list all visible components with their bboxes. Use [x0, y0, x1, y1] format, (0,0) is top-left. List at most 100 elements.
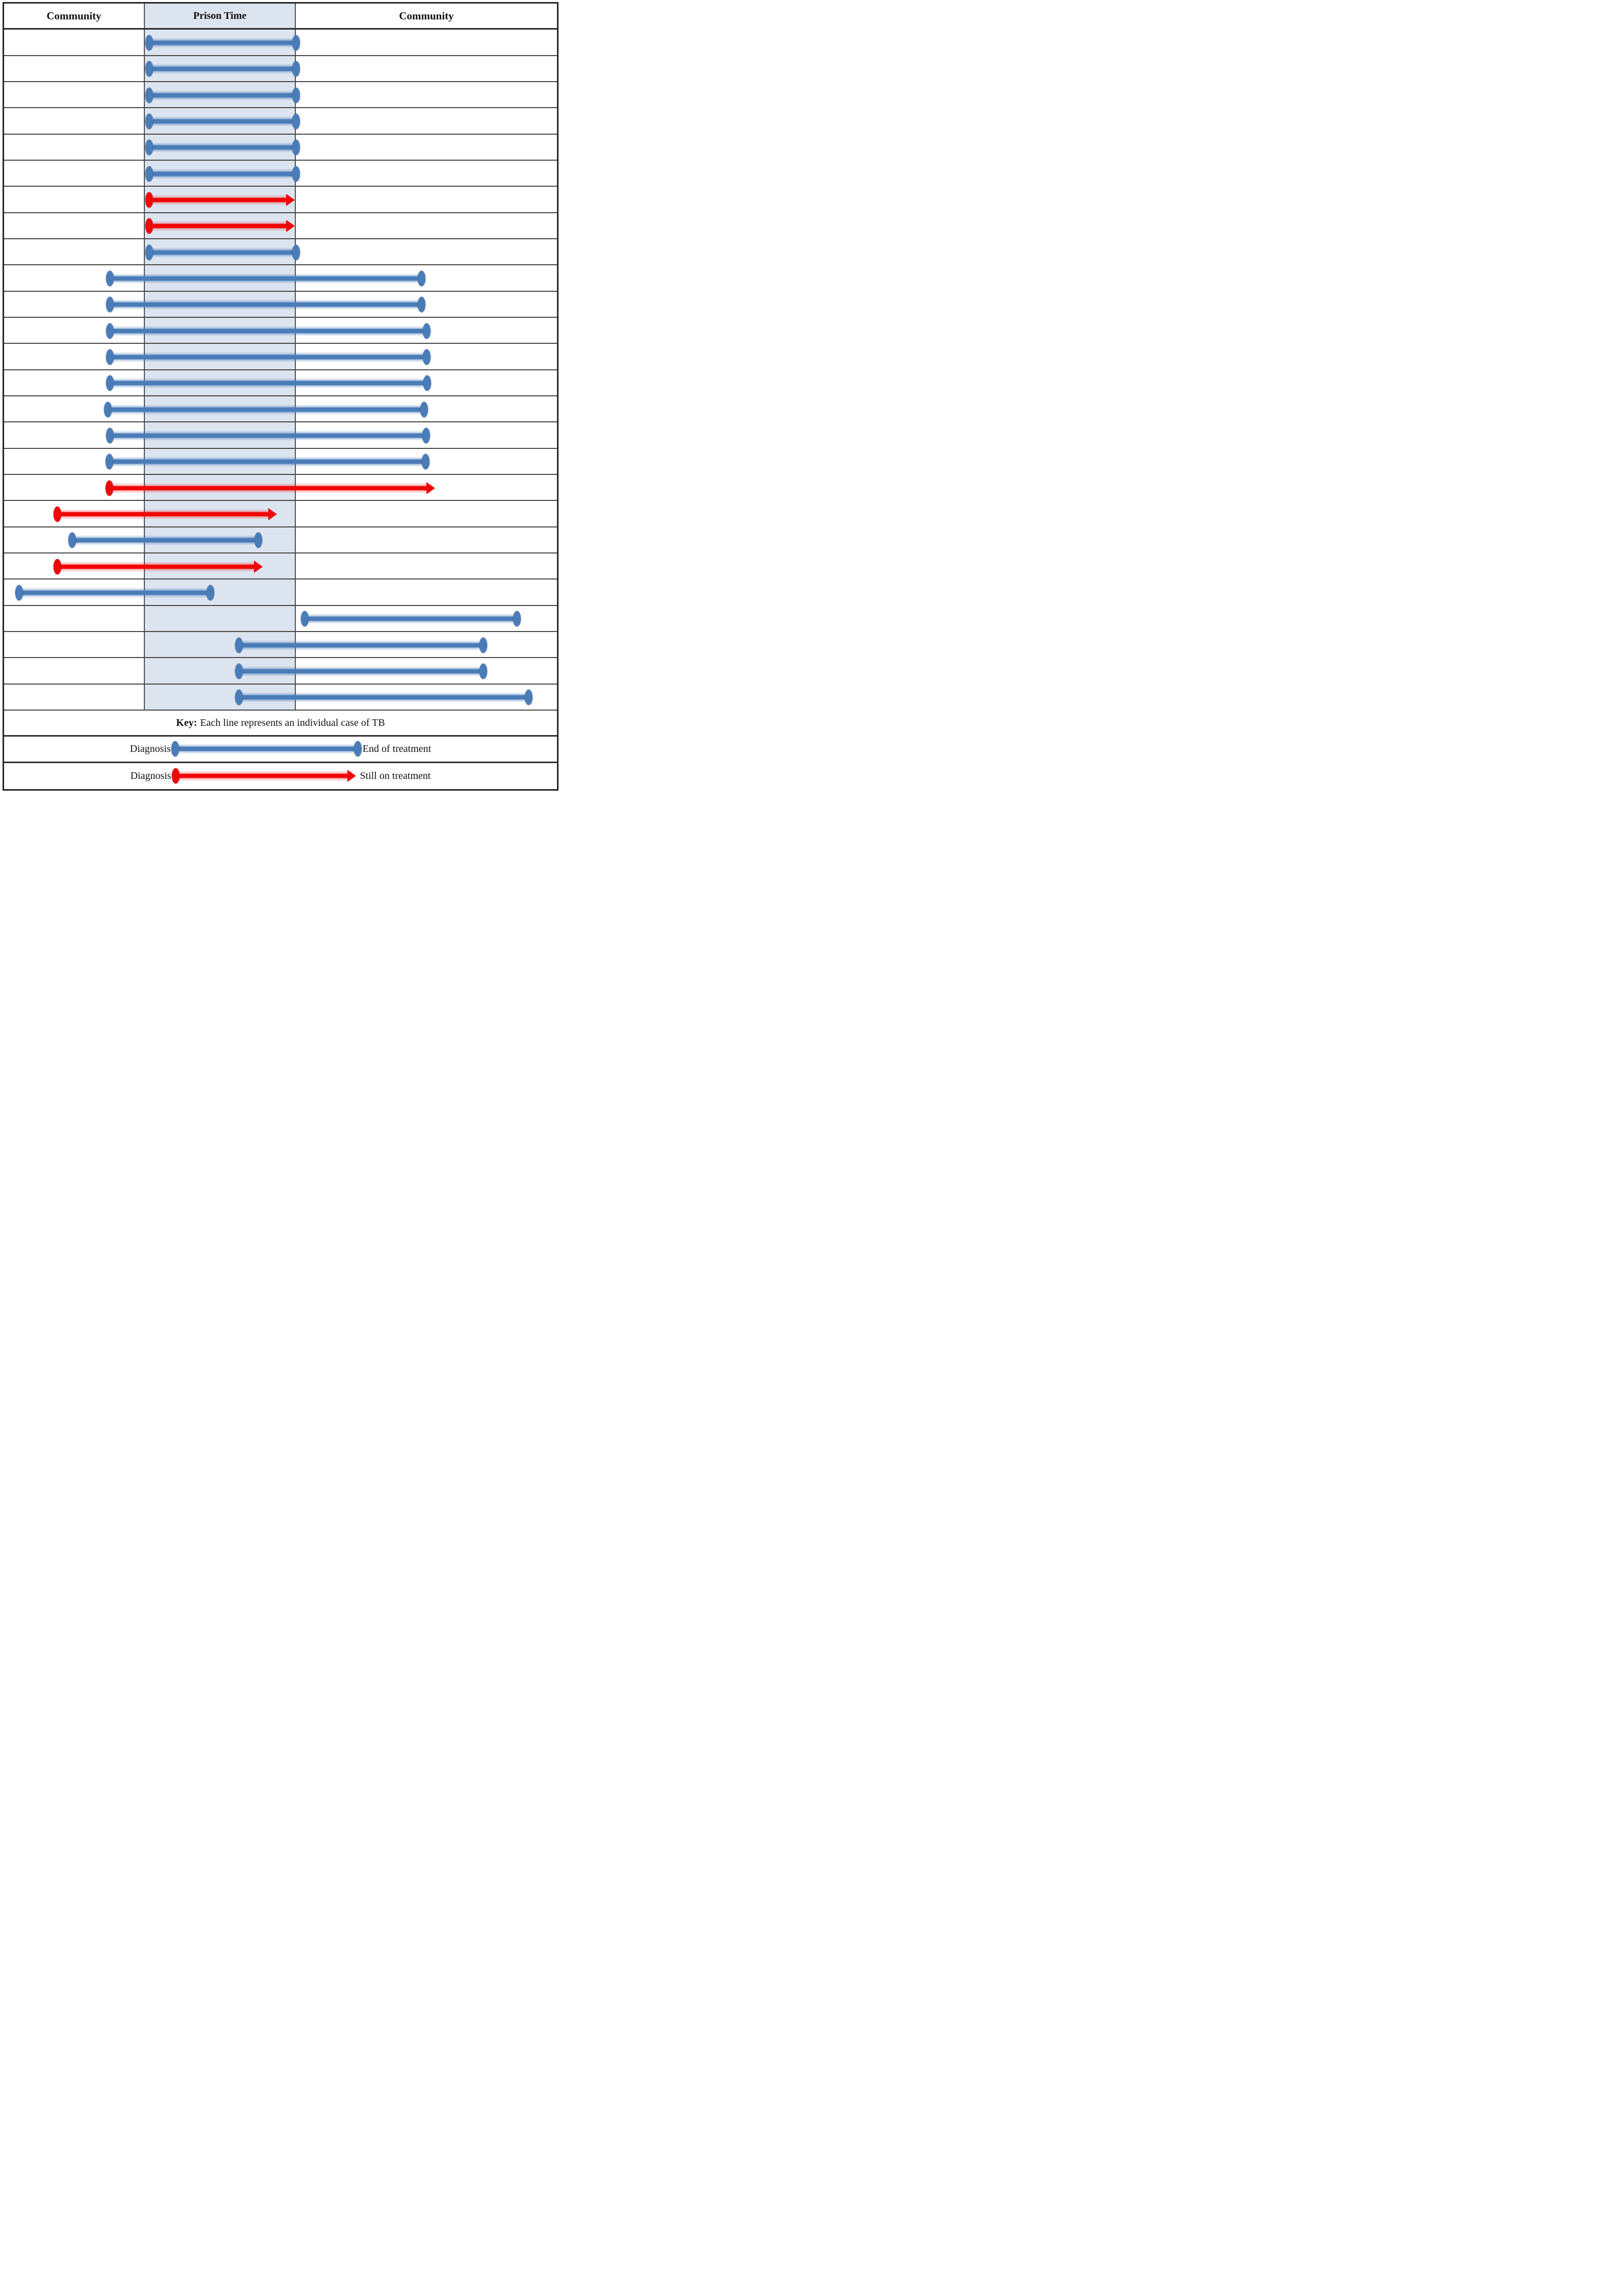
column-header-community-left: Community — [46, 9, 102, 22]
case-segment — [108, 405, 424, 414]
table-row — [4, 187, 557, 213]
case-segment — [304, 614, 517, 624]
table-row — [4, 265, 557, 292]
table-row — [4, 396, 557, 423]
table-row — [4, 422, 557, 449]
table-row — [4, 239, 557, 266]
end-of-treatment-dot — [479, 637, 487, 653]
legend-blue-segment — [175, 744, 358, 754]
legend-blue-end-dot — [354, 741, 362, 757]
table-row — [4, 161, 557, 187]
tb-timeline-figure: Community Prison Time Community Key: Eac… — [3, 2, 559, 791]
table-row — [4, 579, 557, 606]
case-segment — [19, 588, 210, 597]
case-segment — [149, 64, 296, 74]
table-row — [4, 475, 557, 501]
end-of-treatment-dot — [423, 375, 431, 391]
end-of-treatment-dot — [254, 533, 262, 548]
key-row: Key: Each line represents an individual … — [4, 711, 557, 737]
table-row — [4, 213, 557, 239]
diagnosis-dot — [300, 611, 309, 627]
cases-layer — [4, 4, 557, 789]
diagnosis-dot — [145, 166, 153, 182]
end-of-treatment-dot — [292, 61, 300, 77]
case-segment — [110, 300, 421, 310]
table-row — [4, 56, 557, 82]
diagnosis-dot — [145, 140, 153, 156]
diagnosis-dot — [145, 218, 153, 234]
legend-blue-line — [171, 740, 362, 758]
end-of-treatment-dot — [292, 244, 300, 260]
diagnosis-dot — [15, 585, 23, 600]
diagnosis-dot — [145, 113, 153, 129]
case-segment — [110, 326, 426, 336]
table-row — [4, 527, 557, 553]
case-segment — [110, 379, 427, 388]
case-segment — [110, 431, 426, 440]
case-segment — [149, 116, 296, 126]
diagnosis-dot — [235, 637, 243, 653]
diagnosis-dot — [106, 297, 114, 313]
table-row — [4, 449, 557, 475]
case-segment — [239, 640, 483, 650]
diagnosis-dot — [145, 35, 153, 51]
legend-diagnosis-label-blue: Diagnosis — [130, 743, 171, 754]
diagnosis-dot — [106, 323, 114, 339]
grid-rows — [4, 30, 557, 711]
diagnosis-dot — [106, 427, 114, 443]
table-row — [4, 685, 557, 711]
diagnosis-dot — [105, 480, 113, 496]
case-segment — [57, 562, 256, 571]
header-row: Community Prison Time Community — [4, 4, 557, 30]
diagnosis-dot — [104, 401, 112, 417]
case-segment — [109, 457, 425, 467]
legend-red-segment — [175, 771, 349, 781]
case-segment — [109, 483, 428, 493]
still-on-treatment-arrowhead-icon — [426, 482, 435, 494]
legend-ongoing-row: Diagnosis Still on treatment — [4, 763, 557, 789]
case-segment — [149, 38, 296, 47]
case-segment — [149, 90, 296, 100]
table-row — [4, 632, 557, 659]
tb-timeline-page: Community Prison Time Community Key: Eac… — [0, 0, 561, 793]
case-segment — [149, 143, 296, 153]
table-row — [4, 108, 557, 135]
end-of-treatment-dot — [292, 140, 300, 156]
diagnosis-dot — [145, 192, 153, 208]
table-row — [4, 501, 557, 527]
end-of-treatment-dot — [417, 297, 425, 313]
diagnosis-dot — [106, 270, 114, 286]
case-segment — [57, 509, 270, 519]
key-text: Each line represents an individual case … — [200, 717, 385, 728]
diagnosis-dot — [145, 244, 153, 260]
table-row — [4, 82, 557, 109]
diagnosis-dot — [145, 61, 153, 77]
table-row — [4, 344, 557, 370]
diagnosis-dot — [53, 506, 61, 522]
diagnosis-dot — [106, 349, 114, 365]
legend-end-of-treatment-label: End of treatment — [362, 743, 432, 754]
end-of-treatment-dot — [417, 270, 425, 286]
end-of-treatment-dot — [420, 401, 428, 417]
legend-still-on-treatment-label: Still on treatment — [360, 770, 431, 781]
case-segment — [72, 536, 258, 545]
case-segment — [149, 247, 296, 257]
end-of-treatment-dot — [479, 663, 487, 679]
end-of-treatment-dot — [422, 427, 430, 443]
case-segment — [149, 221, 288, 231]
column-header-prison-time: Prison Time — [193, 10, 247, 21]
end-of-treatment-dot — [292, 35, 300, 51]
case-segment — [110, 352, 426, 362]
table-row — [4, 606, 557, 632]
legend-red-start-dot — [172, 768, 180, 784]
table-row — [4, 30, 557, 56]
end-of-treatment-dot — [524, 690, 532, 705]
legend-red-arrow-line — [172, 767, 356, 785]
case-segment — [239, 666, 483, 676]
legend-arrowhead-icon — [347, 770, 356, 783]
diagnosis-dot — [105, 454, 113, 470]
table-row — [4, 292, 557, 318]
diagnosis-dot — [68, 533, 76, 548]
end-of-treatment-dot — [292, 87, 300, 103]
diagnosis-dot — [145, 87, 153, 103]
